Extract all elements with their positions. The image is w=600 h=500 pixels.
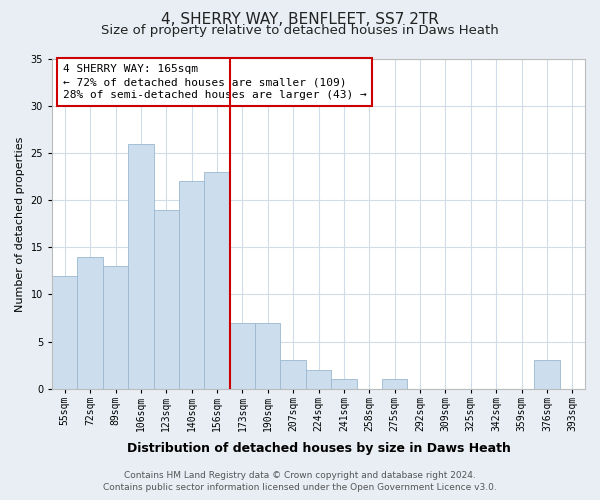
Bar — [103, 266, 128, 388]
Text: 4 SHERRY WAY: 165sqm
← 72% of detached houses are smaller (109)
28% of semi-deta: 4 SHERRY WAY: 165sqm ← 72% of detached h… — [63, 64, 367, 100]
Bar — [230, 323, 255, 388]
Bar — [52, 276, 77, 388]
Bar — [154, 210, 179, 388]
Text: 4, SHERRY WAY, BENFLEET, SS7 2TR: 4, SHERRY WAY, BENFLEET, SS7 2TR — [161, 12, 439, 28]
Bar — [331, 380, 356, 388]
Bar — [179, 182, 205, 388]
Text: Contains HM Land Registry data © Crown copyright and database right 2024.
Contai: Contains HM Land Registry data © Crown c… — [103, 471, 497, 492]
Bar — [128, 144, 154, 388]
Bar — [77, 257, 103, 388]
Bar — [534, 360, 560, 388]
Bar — [255, 323, 280, 388]
Bar — [306, 370, 331, 388]
Y-axis label: Number of detached properties: Number of detached properties — [15, 136, 25, 312]
Bar — [382, 380, 407, 388]
Text: Size of property relative to detached houses in Daws Heath: Size of property relative to detached ho… — [101, 24, 499, 37]
X-axis label: Distribution of detached houses by size in Daws Heath: Distribution of detached houses by size … — [127, 442, 511, 455]
Bar — [205, 172, 230, 388]
Bar — [280, 360, 306, 388]
